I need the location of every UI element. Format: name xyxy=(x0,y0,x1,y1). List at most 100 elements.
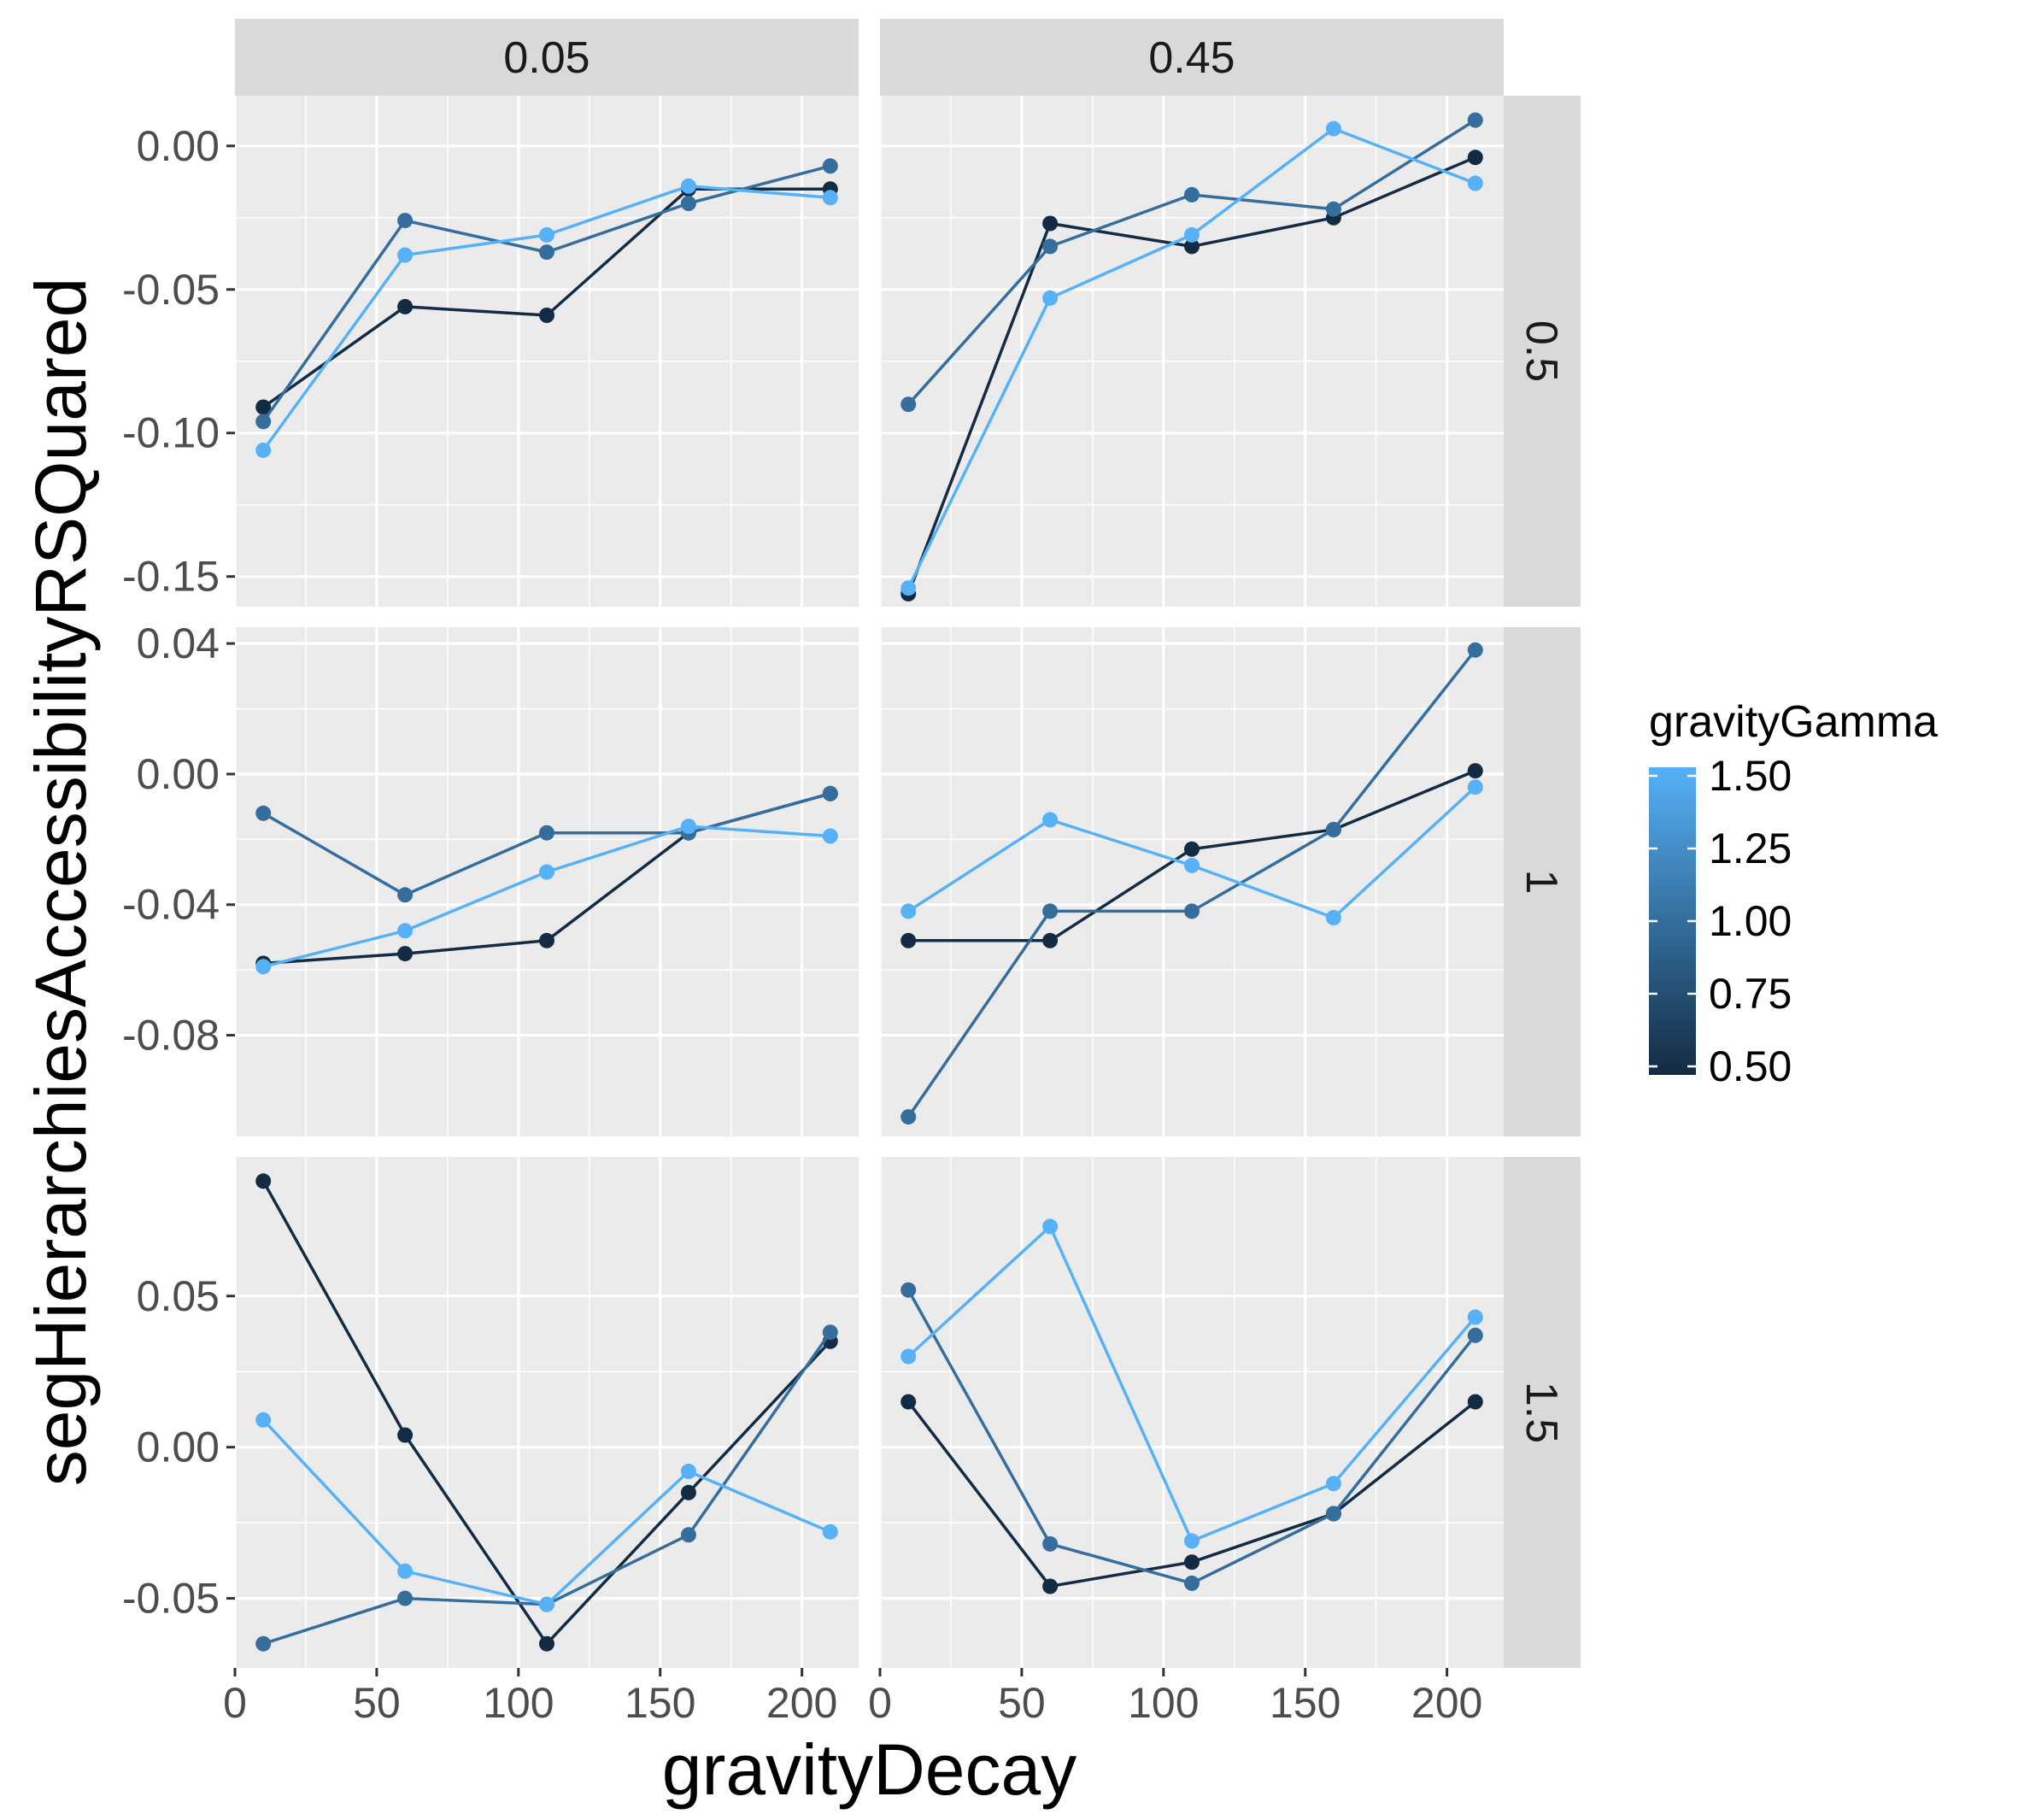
data-point-gamma-0.5 xyxy=(1042,215,1059,232)
data-point-gamma-1.5 xyxy=(1325,120,1341,137)
facet-strip-right xyxy=(1504,96,1581,607)
data-point-gamma-1 xyxy=(900,1109,917,1125)
data-point-gamma-1 xyxy=(1042,903,1059,919)
data-point-gamma-1 xyxy=(822,1324,838,1341)
data-point-gamma-1.5 xyxy=(1042,812,1059,828)
data-point-gamma-1 xyxy=(255,805,272,821)
data-point-gamma-1.5 xyxy=(1184,857,1200,873)
data-point-gamma-1 xyxy=(1325,821,1341,837)
x-tick-label: 50 xyxy=(998,1679,1046,1727)
x-tick-label: 50 xyxy=(353,1679,401,1727)
panel-background-r0-c0 xyxy=(235,96,859,607)
data-point-gamma-1.5 xyxy=(822,190,838,206)
data-point-gamma-0.5 xyxy=(397,298,414,314)
x-tick-label: 100 xyxy=(1128,1679,1199,1727)
facet-strip-label-row: 1 xyxy=(1516,870,1566,895)
data-point-gamma-1 xyxy=(255,1635,272,1652)
data-point-gamma-0.5 xyxy=(1184,841,1200,857)
data-point-gamma-1.5 xyxy=(900,580,917,596)
data-point-gamma-1 xyxy=(1184,903,1200,919)
x-tick-label: 0 xyxy=(868,1679,892,1727)
data-point-gamma-1.5 xyxy=(1467,1309,1483,1325)
data-point-gamma-0.5 xyxy=(680,1484,696,1500)
data-point-gamma-1.5 xyxy=(1325,1476,1341,1492)
data-point-gamma-0.5 xyxy=(397,1427,414,1443)
x-tick-label: 150 xyxy=(1270,1679,1340,1727)
data-point-gamma-1 xyxy=(1325,201,1341,217)
data-point-gamma-1.5 xyxy=(397,247,414,263)
data-point-gamma-1.5 xyxy=(539,226,554,243)
y-tick-label: -0.10 xyxy=(122,409,220,457)
data-point-gamma-1.5 xyxy=(1467,175,1483,191)
data-point-gamma-1 xyxy=(1184,186,1200,203)
data-point-gamma-1.5 xyxy=(822,828,838,844)
y-tick-label: -0.15 xyxy=(122,553,220,601)
data-point-gamma-1 xyxy=(255,414,272,430)
data-point-gamma-1 xyxy=(1325,1506,1341,1522)
data-point-gamma-0.5 xyxy=(539,308,554,323)
panel-background-r1-c1 xyxy=(880,627,1504,1136)
data-point-gamma-0.5 xyxy=(255,399,272,415)
data-point-gamma-0.5 xyxy=(539,1635,554,1652)
data-point-gamma-0.5 xyxy=(1184,238,1200,255)
data-point-gamma-1 xyxy=(822,785,838,801)
data-point-gamma-0.5 xyxy=(1042,932,1059,948)
data-point-gamma-1 xyxy=(680,196,696,211)
data-point-gamma-0.5 xyxy=(900,1394,917,1410)
y-tick-label: 0.00 xyxy=(137,750,220,798)
legend-title: gravityGamma xyxy=(1649,697,1938,747)
data-point-gamma-1.5 xyxy=(900,1348,917,1365)
data-point-gamma-1.5 xyxy=(1042,290,1059,306)
facet-strip-top xyxy=(235,19,859,96)
facet-strip-label-col: 0.45 xyxy=(1148,33,1235,83)
data-point-gamma-1 xyxy=(900,396,917,413)
data-point-gamma-0.5 xyxy=(255,1173,272,1189)
panel-background-r2-c0 xyxy=(235,1157,859,1668)
y-tick-label: 0.05 xyxy=(137,1272,220,1320)
data-point-gamma-1.5 xyxy=(680,178,696,194)
panel-background-r2-c1 xyxy=(880,1157,1504,1668)
panel-background-r0-c1 xyxy=(880,96,1504,607)
data-point-gamma-1.5 xyxy=(1042,1218,1059,1235)
data-point-gamma-0.5 xyxy=(900,932,917,948)
x-axis-title: gravityDecay xyxy=(662,1729,1077,1810)
legend-label: 0.75 xyxy=(1709,970,1792,1018)
data-point-gamma-1.5 xyxy=(397,923,414,939)
data-point-gamma-0.5 xyxy=(1184,1554,1200,1570)
data-point-gamma-1 xyxy=(539,244,554,261)
facet-strip-label-row: 0.5 xyxy=(1516,320,1566,382)
x-tick-label: 150 xyxy=(625,1679,695,1727)
legend-label: 0.50 xyxy=(1709,1042,1792,1090)
x-tick-label: 200 xyxy=(1411,1679,1482,1727)
data-point-gamma-1.5 xyxy=(255,1412,272,1428)
data-point-gamma-1.5 xyxy=(822,1524,838,1540)
data-point-gamma-1.5 xyxy=(900,903,917,919)
data-point-gamma-1.5 xyxy=(539,1596,554,1612)
data-point-gamma-1 xyxy=(539,825,554,841)
legend-label: 1.25 xyxy=(1709,825,1792,872)
data-point-gamma-1 xyxy=(1042,238,1059,255)
facet-strip-right xyxy=(1504,1157,1581,1668)
data-point-gamma-0.5 xyxy=(397,946,414,962)
legend-label: 1.00 xyxy=(1709,897,1792,945)
facet-strip-label-row: 1.5 xyxy=(1516,1382,1566,1443)
data-point-gamma-1.5 xyxy=(1184,1533,1200,1549)
facet-strip-label-col: 0.05 xyxy=(503,33,590,83)
data-point-gamma-1.5 xyxy=(680,1464,696,1479)
x-tick-label: 0 xyxy=(223,1679,247,1727)
data-point-gamma-1 xyxy=(680,1527,696,1543)
y-axis-title: segHierarchiesAccessibilityRSQuared xyxy=(21,278,101,1487)
data-point-gamma-1.5 xyxy=(1325,910,1341,925)
data-point-gamma-0.5 xyxy=(539,932,554,948)
data-point-gamma-1.5 xyxy=(1467,779,1483,796)
data-point-gamma-1.5 xyxy=(397,1563,414,1579)
data-point-gamma-0.5 xyxy=(1467,1394,1483,1410)
data-point-gamma-1 xyxy=(397,213,414,229)
data-point-gamma-0.5 xyxy=(1042,1578,1059,1594)
facet-strip-top xyxy=(880,19,1504,96)
data-point-gamma-1.5 xyxy=(539,864,554,880)
data-point-gamma-1 xyxy=(1042,1535,1059,1552)
data-point-gamma-0.5 xyxy=(1467,150,1483,166)
